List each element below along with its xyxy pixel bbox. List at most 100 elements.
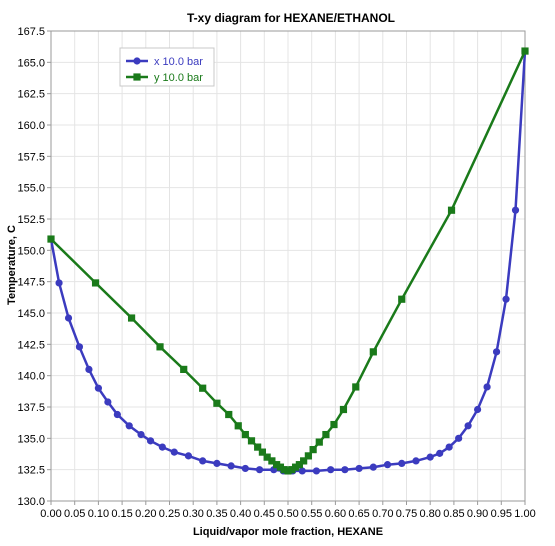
y-tick-label: 165.0	[17, 57, 45, 69]
x-tick-label: 0.40	[230, 508, 251, 520]
x-tick-label: 0.60	[325, 508, 346, 520]
series-x-point	[75, 343, 84, 351]
series-x-point	[502, 295, 510, 303]
series-y-point	[241, 430, 249, 439]
series-y-point	[254, 443, 262, 451]
series-y-point	[268, 457, 276, 465]
y-tick-label: 147.5	[17, 277, 45, 289]
series-x-point	[94, 384, 102, 392]
series-x-point	[511, 206, 520, 214]
x-tick-label: 0.90	[467, 508, 488, 520]
series-y-point	[276, 463, 285, 471]
series-x-point	[474, 405, 482, 414]
legend-x-marker	[133, 57, 141, 65]
series-y-point	[521, 47, 529, 55]
series-x-point	[355, 464, 363, 473]
series-y-point	[284, 467, 292, 475]
series-x-point	[455, 434, 463, 442]
y-axis-ticks: 130.0 132.5 135.0 137.5 140.0 142.5 145.0 147.5…	[17, 26, 51, 508]
series-x-point	[383, 461, 392, 469]
plot-frame	[50, 30, 526, 502]
series-x-point	[184, 452, 193, 460]
series-y-point	[369, 348, 377, 356]
series-x-point	[213, 459, 221, 467]
x-tick-label: 0.95	[491, 508, 512, 520]
series-y-point	[447, 206, 456, 214]
y-tick-label: 162.5	[17, 89, 45, 101]
y-tick-label: 140.0	[17, 371, 45, 383]
y-tick-label: 150.0	[17, 245, 45, 257]
y-tick-label: 135.0	[17, 433, 45, 445]
y-tick-label: 132.5	[17, 465, 45, 477]
series-y-point	[309, 446, 317, 454]
series-x-point	[298, 467, 306, 475]
series-x-point	[64, 314, 73, 322]
y-tick-label: 160.0	[17, 120, 45, 132]
series-x-point	[426, 453, 434, 461]
x-tick-label: 0.55	[301, 508, 322, 520]
grid	[50, 30, 526, 502]
series-x-point	[492, 348, 501, 356]
x-tick-label: 0.25	[159, 508, 180, 520]
series-x-point	[85, 365, 93, 373]
series-y-point	[234, 422, 242, 430]
y-tick-label: 145.0	[17, 308, 45, 320]
x-tick-label: 0.05	[64, 508, 85, 520]
series-y-point	[127, 314, 136, 322]
series-y-point	[330, 420, 338, 429]
series-x-point	[341, 466, 349, 474]
x-tick-label: 0.85	[443, 508, 464, 520]
series-x-point	[227, 462, 235, 470]
series-x-point	[125, 422, 133, 430]
series-y-point	[288, 466, 296, 474]
x-axis-ticks: 0.00 0.05 0.10 0.15 0.20 0.25 0.30 0.35 0.40 0.45…	[40, 501, 536, 520]
series-y-point	[199, 384, 207, 392]
y-tick-label: 152.5	[17, 214, 45, 226]
series-y-point	[295, 461, 303, 469]
series-x-point	[146, 437, 155, 445]
series-y-point	[225, 410, 233, 419]
series-x-point	[158, 443, 166, 451]
legend-x-label: x 10.0 bar	[154, 56, 203, 68]
series-x-point	[483, 383, 491, 391]
series-x-point	[445, 443, 453, 451]
y-tick-label: 137.5	[17, 402, 45, 414]
legend: x 10.0 bar y 10.0 bar	[119, 47, 215, 87]
series-x-point	[55, 279, 63, 287]
series-y-point	[263, 453, 271, 461]
series-y-point	[156, 343, 164, 351]
x-tick-label: 0.30	[182, 508, 203, 520]
legend-y-marker	[133, 73, 141, 81]
series-y-point	[322, 430, 330, 439]
series-y-point	[258, 448, 267, 456]
series-x-point	[170, 448, 178, 456]
series-y-point	[291, 463, 300, 471]
y-tick-label: 142.5	[17, 339, 45, 351]
series-x-point	[241, 464, 249, 473]
x-tick-label: 0.75	[396, 508, 417, 520]
x-tick-label: 0.50	[277, 508, 298, 520]
series-x-point	[312, 467, 321, 475]
series-x-point	[369, 463, 377, 471]
series-y-point	[339, 405, 348, 414]
series-y	[47, 47, 529, 475]
series-y-point	[398, 295, 406, 303]
series-y-point	[180, 365, 188, 373]
x-tick-label: 0.35	[206, 508, 227, 520]
series-x-point	[199, 457, 207, 465]
series-layer	[47, 47, 529, 475]
series-x-point	[412, 457, 420, 465]
series-y-point	[47, 235, 55, 243]
y-axis-label: Temperature, C	[6, 225, 18, 305]
series-x-point	[255, 466, 264, 474]
series-y-point	[304, 452, 312, 460]
series-y-point	[352, 383, 360, 391]
y-tick-label: 157.5	[17, 151, 45, 163]
series-y-point	[213, 399, 221, 407]
series-x-point	[113, 410, 121, 419]
x-axis-label: Liquid/vapor mole fraction, HEXANE	[193, 526, 383, 538]
chart-title: T-xy diagram for HEXANE/ETHANOL	[187, 11, 395, 25]
series-x-point	[327, 466, 335, 474]
x-tick-label: 0.70	[372, 508, 393, 520]
